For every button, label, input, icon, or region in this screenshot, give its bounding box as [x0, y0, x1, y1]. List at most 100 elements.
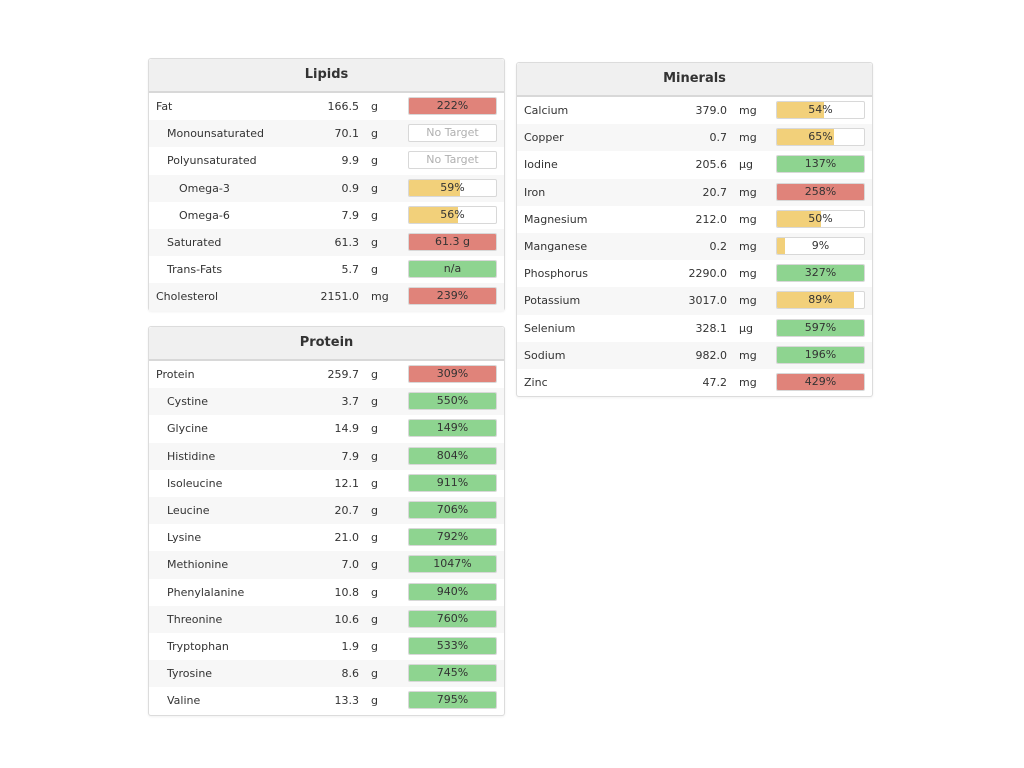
nutrient-unit: g [371, 585, 378, 599]
nutrient-row[interactable]: Calcium 379.0 mg 54% [517, 97, 872, 124]
progress-fill [409, 637, 496, 654]
nutrient-row[interactable]: Fat 166.5 g 222% [149, 93, 504, 120]
nutrient-row[interactable]: Glycine 14.9 g 149% [149, 415, 504, 442]
nutrient-row[interactable]: Selenium 328.1 µg 597% [517, 315, 872, 342]
nutrient-unit: g [371, 531, 378, 545]
nutrient-row[interactable]: Leucine 20.7 g 706% [149, 496, 504, 525]
target-progress-bar: 56% [408, 205, 497, 224]
target-progress-bar: 9% [776, 236, 865, 255]
nutrient-name: Saturated [167, 235, 222, 249]
nutrient-name: Omega-3 [179, 181, 230, 195]
progress-fill [409, 556, 496, 573]
nutrient-row[interactable]: Protein 259.7 g 309% [149, 361, 504, 388]
nutrient-row[interactable]: Sodium 982.0 mg 196% [517, 341, 872, 369]
nutrient-amount: 8.6 [341, 667, 360, 681]
progress-label: 309% [436, 367, 469, 380]
progress-fill [777, 346, 864, 363]
nutrient-row[interactable]: Zinc 47.2 mg 429% [517, 369, 872, 396]
target-progress-bar: 911% [408, 473, 497, 492]
progress-label: 1047% [433, 557, 472, 571]
target-progress-bar: 429% [776, 372, 865, 391]
nutrient-row[interactable]: Cholesterol 2151.0 mg 239% [149, 283, 504, 311]
progress-label: 54% [808, 103, 833, 116]
nutrient-row[interactable]: Omega-6 7.9 g 56% [149, 202, 504, 229]
progress-label: 550% [436, 394, 469, 408]
nutrient-amount: 328.1 [695, 321, 728, 335]
progress-label: 9% [811, 238, 830, 252]
progress-fill [409, 233, 496, 250]
nutrient-unit: g [371, 368, 378, 381]
progress-fill [777, 265, 864, 282]
nutrient-amount: 1.9 [341, 639, 360, 653]
target-progress-bar: 745% [408, 664, 497, 683]
nutrient-row[interactable]: Magnesium 212.0 mg 50% [517, 206, 872, 233]
nutrient-unit: g [371, 476, 378, 490]
target-progress-bar: 89% [776, 291, 865, 310]
nutrient-amount: 20.7 [334, 503, 360, 517]
target-progress-bar: 59% [408, 178, 497, 197]
nutrient-amount: 2151.0 [320, 290, 360, 304]
progress-label: 89% [808, 293, 833, 307]
nutrient-amount: 61.3 [334, 235, 360, 249]
nutrient-name: Fat [156, 100, 173, 113]
progress-fill [409, 288, 496, 305]
nutrient-row[interactable]: Histidine 7.9 g 804% [149, 442, 504, 470]
nutrient-row[interactable]: Potassium 3017.0 mg 89% [517, 287, 872, 315]
nutrient-unit: mg [739, 375, 757, 389]
nutrient-row[interactable]: Phosphorus 2290.0 mg 327% [517, 260, 872, 287]
nutrient-amount: 14.9 [334, 422, 360, 436]
target-progress-bar: 309% [408, 365, 497, 383]
nutrient-row[interactable]: Cystine 3.7 g 550% [149, 388, 504, 416]
nutrient-row[interactable]: Manganese 0.2 mg 9% [517, 232, 872, 261]
progress-fill [409, 583, 496, 600]
nutrient-unit: g [371, 694, 378, 708]
nutrient-name: Lysine [167, 531, 202, 545]
nutrient-name: Leucine [167, 503, 210, 517]
nutrient-row[interactable]: Phenylalanine 10.8 g 940% [149, 579, 504, 606]
nutrient-unit: mg [739, 239, 757, 253]
nutrient-row[interactable]: Monounsaturated 70.1 g No Target [149, 120, 504, 148]
nutrient-unit: g [371, 181, 378, 195]
target-progress-bar: 760% [408, 609, 497, 628]
nutrient-row[interactable]: Copper 0.7 mg 65% [517, 124, 872, 152]
nutrient-unit: mg [739, 131, 757, 145]
nutrient-unit: µg [739, 321, 753, 335]
nutrient-row[interactable]: Tyrosine 8.6 g 745% [149, 660, 504, 688]
target-progress-bar: 222% [408, 97, 497, 115]
nutrient-row[interactable]: Iodine 205.6 µg 137% [517, 151, 872, 178]
nutrient-unit: mg [739, 185, 757, 199]
progress-label: 239% [436, 289, 469, 303]
nutrient-unit: mg [739, 294, 757, 308]
nutrient-row[interactable]: Omega-3 0.9 g 59% [149, 174, 504, 202]
nutrient-unit: g [371, 395, 378, 409]
nutrient-name: Cholesterol [156, 290, 219, 304]
nutrient-name: Isoleucine [167, 476, 223, 490]
nutrient-amount: 212.0 [695, 212, 728, 226]
nutrient-name: Potassium [524, 294, 581, 308]
nutrient-row[interactable]: Lysine 21.0 g 792% [149, 524, 504, 551]
target-progress-bar: 54% [776, 101, 865, 119]
nutrient-row[interactable]: Threonine 10.6 g 760% [149, 605, 504, 633]
target-progress-bar: 50% [776, 209, 865, 228]
nutrient-name: Zinc [524, 375, 548, 389]
progress-fill [777, 129, 834, 146]
target-progress-bar: 61.3 g [408, 232, 497, 251]
progress-fill [777, 102, 824, 118]
nutrient-row[interactable]: Iron 20.7 mg 258% [517, 178, 872, 206]
progress-label: n/a [443, 262, 462, 276]
progress-fill [409, 393, 496, 410]
nutrient-row[interactable]: Polyunsaturated 9.9 g No Target [149, 147, 504, 174]
nutrient-unit: g [371, 558, 378, 572]
nutrient-name: Histidine [167, 449, 216, 463]
progress-label: 792% [436, 530, 469, 544]
nutrient-row[interactable]: Saturated 61.3 g 61.3 g [149, 228, 504, 257]
nutrient-row[interactable]: Trans-Fats 5.7 g n/a [149, 256, 504, 283]
nutrient-unit: g [371, 639, 378, 653]
nutrient-row[interactable]: Valine 13.3 g 795% [149, 687, 504, 714]
nutrient-row[interactable]: Isoleucine 12.1 g 911% [149, 470, 504, 497]
nutrient-row[interactable]: Tryptophan 1.9 g 533% [149, 633, 504, 660]
progress-fill [777, 292, 855, 309]
target-progress-bar: 137% [776, 155, 865, 174]
nutrient-name: Tryptophan [167, 639, 229, 653]
nutrient-row[interactable]: Methionine 7.0 g 1047% [149, 551, 504, 579]
